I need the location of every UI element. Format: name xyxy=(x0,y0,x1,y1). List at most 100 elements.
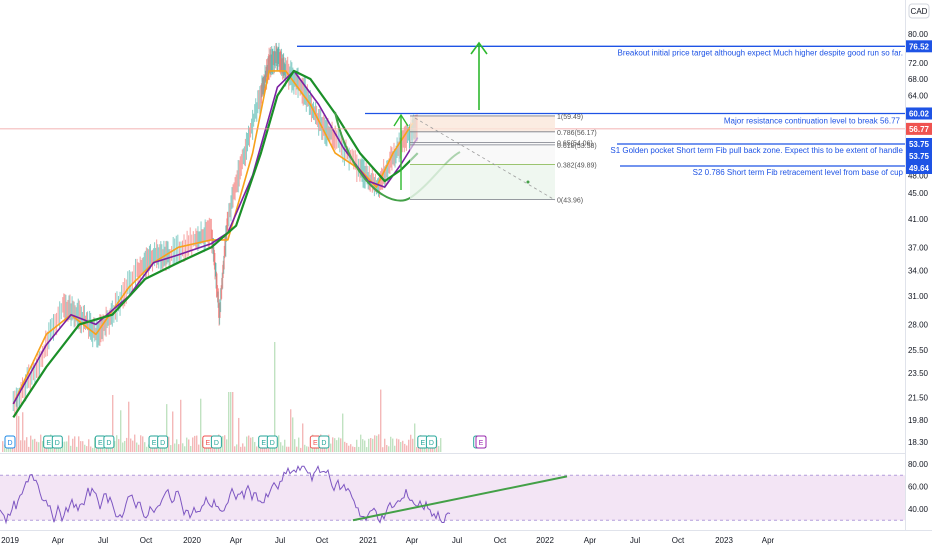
annotation-golden-pocket: S1 Golden pocket Short term Fib pull bac… xyxy=(610,146,903,155)
time-tick-label: 2019 xyxy=(1,536,19,545)
volume-bar xyxy=(308,446,310,452)
event-marker-label: D xyxy=(7,440,12,447)
volume-bar xyxy=(366,447,368,452)
fib-level-label: 0.382(49.89) xyxy=(557,163,597,170)
event-marker-label: D xyxy=(160,440,165,447)
price-tag xyxy=(906,149,932,162)
volume-bar xyxy=(356,439,358,452)
fib-level-label: 0(43.96) xyxy=(557,198,583,205)
volume-bar xyxy=(354,447,356,452)
volume-bar xyxy=(384,438,386,452)
volume-bar xyxy=(254,441,256,452)
volume-bar xyxy=(188,439,190,452)
time-tick-label: Oct xyxy=(672,536,685,545)
price-tag-label: 53.75 xyxy=(909,152,930,161)
volume-bar xyxy=(26,437,28,452)
event-marker[interactable] xyxy=(425,435,437,449)
volume-bar xyxy=(360,434,362,452)
volume-bar xyxy=(160,447,162,452)
volume-bar xyxy=(232,392,234,452)
volume-bar xyxy=(302,423,304,452)
volume-bar xyxy=(170,445,172,452)
fib-zone-top xyxy=(410,115,555,132)
volume-bar xyxy=(438,446,440,452)
volume-bar xyxy=(238,417,240,452)
volume-bar xyxy=(364,440,366,452)
price-tick-label: 31.00 xyxy=(908,292,929,301)
volume-bar xyxy=(342,413,344,452)
volume-bar xyxy=(28,446,30,452)
event-marker[interactable] xyxy=(318,435,330,449)
time-tick-label: Apr xyxy=(584,536,597,545)
event-marker[interactable] xyxy=(210,435,222,449)
volume-bar xyxy=(426,446,428,452)
cup-depth-arrow-head xyxy=(393,113,409,127)
event-marker[interactable] xyxy=(103,435,115,449)
volume-bar xyxy=(88,439,90,452)
volume-bar xyxy=(274,342,276,452)
event-marker[interactable] xyxy=(475,435,487,449)
volume-bar xyxy=(18,416,20,452)
volume-bar xyxy=(60,447,62,452)
event-marker-label: E xyxy=(46,440,51,447)
volume-bar xyxy=(330,443,332,452)
volume-bar xyxy=(406,445,408,452)
volume-bar xyxy=(334,438,336,452)
currency-box[interactable] xyxy=(908,3,930,19)
event-marker[interactable] xyxy=(157,435,169,449)
volume-bar xyxy=(358,446,360,452)
annotation-fib-0786: S2 0.786 Short term Fib retracement leve… xyxy=(693,168,904,177)
volume-bar xyxy=(388,446,390,452)
event-marker-label: D xyxy=(321,440,326,447)
price-tick-label: 28.00 xyxy=(908,320,929,329)
target-arrow-head xyxy=(470,41,488,55)
event-marker-label: E xyxy=(479,440,484,447)
volume-bar xyxy=(84,444,86,452)
volume-bar xyxy=(234,446,236,452)
rsi-tick-label: 60.00 xyxy=(908,483,929,492)
event-marker[interactable] xyxy=(266,435,278,449)
volume-bar xyxy=(76,446,78,452)
volume-bar xyxy=(288,446,290,452)
volume-bar xyxy=(306,446,308,452)
annotation-target: Breakout initial price target although e… xyxy=(617,48,903,57)
time-tick-label: Apr xyxy=(230,536,243,545)
volume-bar xyxy=(100,446,102,452)
volume-bar xyxy=(126,437,128,452)
volume-bar xyxy=(224,435,226,452)
volume-bar xyxy=(394,445,396,452)
volume-bar xyxy=(304,444,306,452)
volume-bar xyxy=(344,441,346,452)
volume-bar xyxy=(130,438,132,452)
volume-bar xyxy=(278,435,280,452)
rsi-line xyxy=(0,464,451,525)
price-tick-label: 18.30 xyxy=(908,438,929,447)
volume-bar xyxy=(346,442,348,452)
volume-bar xyxy=(292,417,294,452)
volume-bar xyxy=(244,446,246,452)
volume-bar xyxy=(172,411,174,452)
volume-bar xyxy=(20,440,22,452)
volume-bar xyxy=(30,435,32,452)
volume-bar xyxy=(178,444,180,452)
event-marker[interactable] xyxy=(4,435,16,449)
time-tick-label: Oct xyxy=(494,536,507,545)
volume-bar xyxy=(176,439,178,452)
volume-bar xyxy=(260,445,262,452)
event-marker[interactable] xyxy=(51,435,63,449)
volume-bar xyxy=(256,446,258,452)
price-tick-label: 80.00 xyxy=(908,30,929,39)
volume-bar xyxy=(196,435,198,452)
volume-bar xyxy=(92,447,94,452)
volume-bar xyxy=(22,412,24,452)
volume-bar xyxy=(340,438,342,452)
volume-bar xyxy=(228,392,230,452)
volume-bar xyxy=(180,399,182,452)
volume-bar xyxy=(128,401,130,452)
price-tag xyxy=(906,40,932,53)
volume-bar xyxy=(242,443,244,452)
ma-line-ema-slow xyxy=(12,69,419,419)
volume-bar xyxy=(158,446,160,452)
time-tick-label: Oct xyxy=(140,536,153,545)
